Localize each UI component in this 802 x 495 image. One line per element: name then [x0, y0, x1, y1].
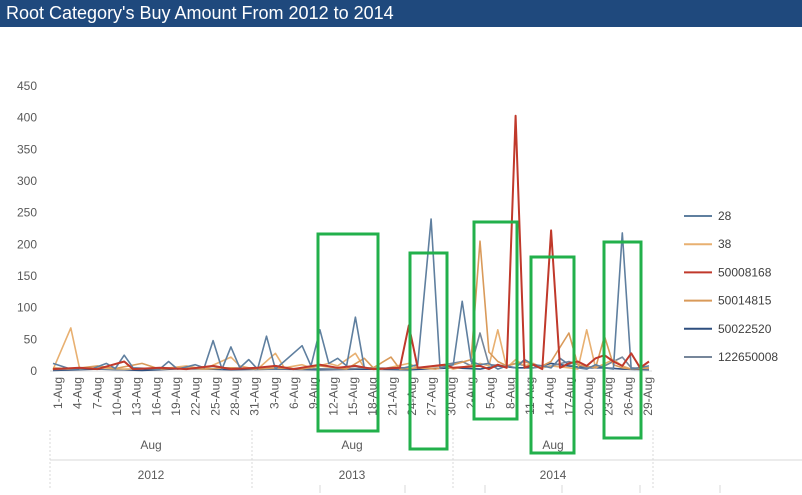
series-line-50008168 [52, 114, 650, 371]
x-tick-label: 28-Aug [228, 377, 242, 416]
y-tick-label: 350 [17, 142, 37, 156]
x-tick-label: 13-Aug [130, 377, 144, 416]
x-axis: 1-Aug 4-Aug 7-Aug 10-Aug 13-Aug 16-Aug 19-Aug 2… [49, 377, 802, 493]
y-tick-label: 150 [17, 269, 37, 283]
x-tick-label: 3-Aug [267, 377, 281, 409]
legend-label: 38 [718, 237, 732, 251]
x-tick-label: 19-Aug [169, 377, 183, 416]
x-tick-label: 14-Aug [543, 377, 557, 416]
x-tick-label: 31-Aug [248, 377, 262, 416]
chart-title: Root Category's Buy Amount From 2012 to … [6, 3, 394, 23]
x-tick-label: 25-Aug [208, 377, 222, 416]
y-tick-label: 0 [30, 364, 37, 378]
x-tick-label: 15-Aug [346, 377, 360, 416]
legend-label: 50014815 [718, 294, 772, 308]
legend: 28 38 50008168 50014815 50022520 122650008 [684, 209, 778, 364]
highlight-boxes [316, 220, 643, 455]
year-label: 2013 [339, 468, 366, 482]
x-tick-label: 22-Aug [189, 377, 203, 416]
highlight-box [316, 232, 380, 433]
month-label: Aug [140, 438, 161, 452]
x-tick-label: 29-Aug [641, 377, 655, 416]
x-tick-label: 8-Aug [503, 377, 517, 409]
month-label: Aug [542, 438, 563, 452]
x-tick-label: 6-Aug [287, 377, 301, 409]
x-tick-label: 2-Aug [464, 377, 478, 409]
x-tick-label: 16-Aug [149, 377, 163, 416]
highlight-box [408, 251, 449, 451]
x-tick-label: 18-Aug [366, 377, 380, 416]
x-tick-label: 26-Aug [621, 377, 635, 416]
x-tick-label: 7-Aug [90, 377, 104, 409]
x-tick-label: 5-Aug [484, 377, 498, 409]
y-tick-label: 400 [17, 111, 37, 125]
x-tick-label: 1-Aug [51, 377, 65, 409]
x-tick-label: 21-Aug [385, 377, 399, 416]
year-label: 2014 [540, 468, 567, 482]
legend-label: 50022520 [718, 322, 772, 336]
x-tick-label: 27-Aug [425, 377, 439, 416]
y-tick-label: 100 [17, 301, 37, 315]
month-label: Aug [341, 438, 362, 452]
y-tick-label: 250 [17, 206, 37, 220]
x-tick-label: 20-Aug [582, 377, 596, 416]
y-tick-label: 200 [17, 237, 37, 251]
highlight-box [602, 240, 643, 440]
x-tick-label: 12-Aug [326, 377, 340, 416]
title-bar: Root Category's Buy Amount From 2012 to … [0, 0, 802, 27]
highlight-box [529, 255, 576, 455]
x-tick-label: 24-Aug [405, 377, 419, 416]
x-tick-label: 10-Aug [110, 377, 124, 416]
y-axis: 0 50 100 150 200 250 300 350 400 450 [17, 79, 652, 378]
x-tick-label: 4-Aug [71, 377, 85, 409]
year-label: 2012 [138, 468, 165, 482]
series-layer [52, 114, 650, 372]
legend-label: 122650008 [718, 350, 778, 364]
y-tick-label: 50 [24, 332, 38, 346]
y-tick-label: 450 [17, 79, 37, 93]
legend-label: 28 [718, 209, 732, 223]
y-tick-label: 300 [17, 174, 37, 188]
highlight-box [472, 220, 519, 421]
legend-label: 50008168 [718, 265, 772, 279]
